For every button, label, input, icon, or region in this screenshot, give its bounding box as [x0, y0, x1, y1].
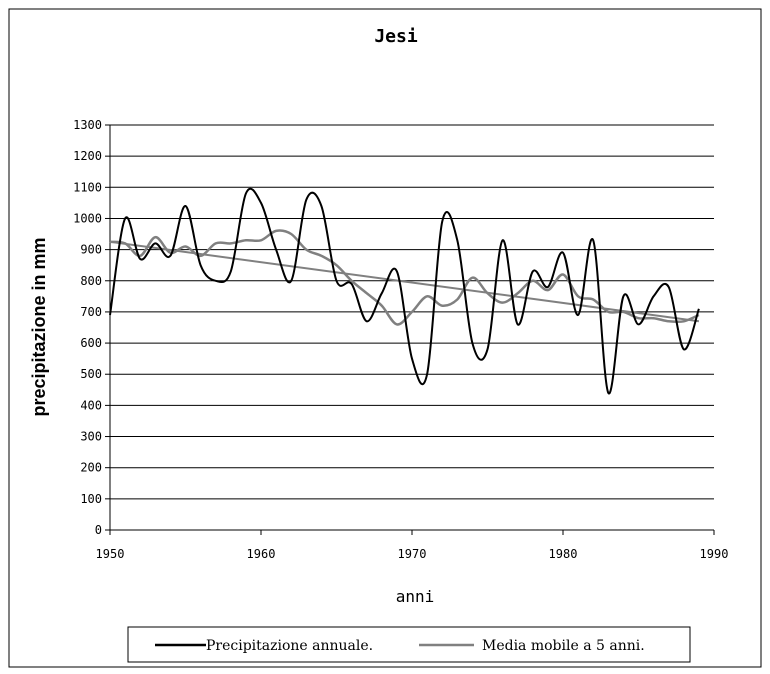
- y-tick-label-500: 500: [80, 367, 102, 381]
- y-tick-label-1100: 1100: [73, 180, 102, 194]
- x-tick-label-1970: 1970: [398, 547, 427, 561]
- x-tick-label-1990: 1990: [700, 547, 729, 561]
- x-axis-label: anni: [396, 587, 435, 606]
- y-tick-label-800: 800: [80, 274, 102, 288]
- y-tick-label-1300: 1300: [73, 118, 102, 132]
- y-axis-label: precipitazione in mm: [29, 237, 49, 416]
- legend-box: [127, 626, 691, 663]
- x-tick-label-1960: 1960: [247, 547, 276, 561]
- series-precipitazione-annuale: [109, 187, 700, 395]
- y-tick-label-400: 400: [80, 398, 102, 412]
- x-tick-label-1980: 1980: [549, 547, 578, 561]
- y-tick-label-0: 0: [95, 523, 102, 537]
- chart-title: Jesi: [374, 26, 418, 47]
- y-tick-label-100: 100: [80, 492, 102, 506]
- y-tick-label-300: 300: [80, 430, 102, 444]
- y-tick-label-700: 700: [80, 305, 102, 319]
- legend-label-precipitazione: Precipitazione annuale.: [206, 638, 373, 654]
- y-tick-label-600: 600: [80, 336, 102, 350]
- y-tick-label-1000: 1000: [73, 211, 102, 225]
- legend: Precipitazione annuale. Media mobile a 5…: [127, 626, 691, 663]
- y-tick-label-200: 200: [80, 461, 102, 475]
- y-tick-label-1200: 1200: [73, 149, 102, 163]
- plot-area: 0 100 200 300 400 500 600 700 800 900 1000 1100 1200…: [73, 118, 728, 561]
- legend-label-media-mobile: Media mobile a 5 anni.: [482, 638, 645, 654]
- x-tick-label-1950: 1950: [96, 547, 125, 561]
- chart-border: [8, 8, 762, 668]
- y-tick-label-900: 900: [80, 243, 102, 257]
